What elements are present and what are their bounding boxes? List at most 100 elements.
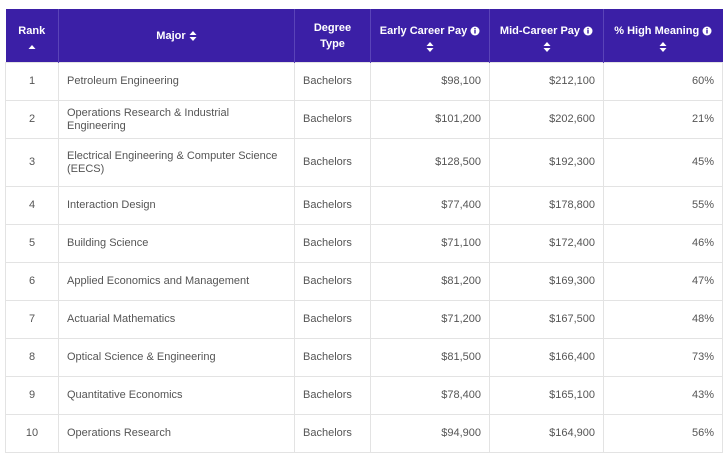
table-cell: 21% (603, 100, 723, 139)
table-container: Rank Major Degree Type Early Career Pay Mi… (5, 9, 723, 453)
table-row: 1 Petroleum Engineering Bachelors $98,100 $2… (5, 62, 723, 101)
table-cell: $167,500 (489, 300, 604, 339)
table-row: 8 Optical Science & Engineering Bachelors $… (5, 338, 723, 377)
sort-indicator (610, 39, 717, 52)
table-cell: 48% (603, 300, 723, 339)
table-cell: Bachelors (294, 414, 371, 453)
header-label: Major (156, 29, 186, 42)
table-cell: Bachelors (294, 376, 371, 415)
table-cell: Interaction Design (58, 186, 295, 225)
table-cell: Applied Economics and Management (58, 262, 295, 301)
column-header[interactable]: Major (58, 9, 295, 63)
info-icon (470, 26, 480, 36)
table-cell: $164,900 (489, 414, 604, 453)
table-cell: Bachelors (294, 262, 371, 301)
column-header[interactable]: Early Career Pay (370, 9, 490, 63)
column-header[interactable]: % High Meaning (603, 9, 723, 63)
table-cell: $94,900 (370, 414, 490, 453)
column-header[interactable]: Rank (5, 9, 59, 63)
table-cell: $192,300 (489, 138, 604, 187)
table-cell: $77,400 (370, 186, 490, 225)
table-cell: $212,100 (489, 62, 604, 101)
info-icon (583, 26, 593, 36)
table-row: 5 Building Science Bachelors $71,100 $172,40… (5, 224, 723, 263)
table-row: 4 Interaction Design Bachelors $77,400 $178,… (5, 186, 723, 225)
table-cell: $71,200 (370, 300, 490, 339)
header-row: Rank Major Degree Type Early Career Pay Mi… (5, 9, 723, 63)
table-cell: $178,800 (489, 186, 604, 225)
table-cell: Actuarial Mathematics (58, 300, 295, 339)
table-cell: $81,200 (370, 262, 490, 301)
table-cell: Bachelors (294, 300, 371, 339)
table-cell: 2 (5, 100, 59, 139)
sort-icon (543, 41, 550, 52)
table-cell: 56% (603, 414, 723, 453)
info-icon (702, 26, 712, 36)
table-cell: 55% (603, 186, 723, 225)
sort-asc-icon (28, 44, 36, 49)
table-cell: $78,400 (370, 376, 490, 415)
table-cell: Building Science (58, 224, 295, 263)
column-header[interactable]: Degree Type (294, 9, 371, 63)
table-cell: 46% (603, 224, 723, 263)
table-cell: $98,100 (370, 62, 490, 101)
table-cell: 43% (603, 376, 723, 415)
header-label: Early Career Pay (379, 24, 468, 37)
table-cell: $128,500 (370, 138, 490, 187)
table-cell: $166,400 (489, 338, 604, 377)
table-cell: $202,600 (489, 100, 604, 139)
table-cell: $165,100 (489, 376, 604, 415)
table-cell: Bachelors (294, 62, 371, 101)
table-cell: 4 (5, 186, 59, 225)
table-body: 1 Petroleum Engineering Bachelors $98,100 $2… (5, 62, 723, 453)
sort-icon (426, 41, 434, 52)
table-cell: 5 (5, 224, 59, 263)
table-cell: Bachelors (294, 186, 371, 225)
table-cell: 3 (5, 138, 59, 187)
table-cell: 60% (603, 62, 723, 101)
table-cell: 8 (5, 338, 59, 377)
table-head: Rank Major Degree Type Early Career Pay Mi… (5, 9, 723, 63)
table-cell: 47% (603, 262, 723, 301)
sort-indicator (377, 39, 483, 52)
table-row: 2 Operations Research & Industrial Engine… (5, 100, 723, 139)
table-row: 10 Operations Research Bachelors $94,900 $16… (5, 414, 723, 453)
table-row: 3 Electrical Engineering & Computer Scien… (5, 138, 723, 187)
table-cell: Petroleum Engineering (58, 62, 295, 101)
sort-indicator (12, 39, 53, 49)
table-cell: $81,500 (370, 338, 490, 377)
table-row: 6 Applied Economics and Management Bachelo… (5, 262, 723, 301)
sort-indicator (496, 39, 597, 52)
table-cell: Optical Science & Engineering (58, 338, 295, 377)
table-row: 7 Actuarial Mathematics Bachelors $71,200 $1… (5, 300, 723, 339)
column-header[interactable]: Mid-Career Pay (489, 9, 604, 63)
header-label: % High Meaning (614, 24, 700, 37)
majors-table: Rank Major Degree Type Early Career Pay Mi… (5, 9, 723, 453)
table-cell: 6 (5, 262, 59, 301)
header-label: Rank (18, 24, 46, 37)
header-label: Mid-Career Pay (499, 24, 581, 37)
table-cell: $169,300 (489, 262, 604, 301)
table-cell: Operations Research (58, 414, 295, 453)
sort-icon (659, 41, 667, 52)
table-cell: Operations Research & Industrial Enginee… (58, 100, 295, 139)
table-cell: Bachelors (294, 138, 371, 187)
table-cell: $101,200 (370, 100, 490, 139)
sort-icon (189, 30, 197, 41)
table-cell: Quantitative Economics (58, 376, 295, 415)
table-cell: 45% (603, 138, 723, 187)
table-cell: $172,400 (489, 224, 604, 263)
table-cell: 1 (5, 62, 59, 101)
table-cell: $71,100 (370, 224, 490, 263)
table-cell: Electrical Engineering & Computer Scienc… (58, 138, 295, 187)
table-cell: 73% (603, 338, 723, 377)
table-row: 9 Quantitative Economics Bachelors $78,400 $… (5, 376, 723, 415)
table-cell: 7 (5, 300, 59, 339)
header-label: Degree Type (313, 21, 352, 50)
table-cell: 9 (5, 376, 59, 415)
table-cell: Bachelors (294, 338, 371, 377)
table-cell: Bachelors (294, 224, 371, 263)
table-cell: 10 (5, 414, 59, 453)
table-cell: Bachelors (294, 100, 371, 139)
